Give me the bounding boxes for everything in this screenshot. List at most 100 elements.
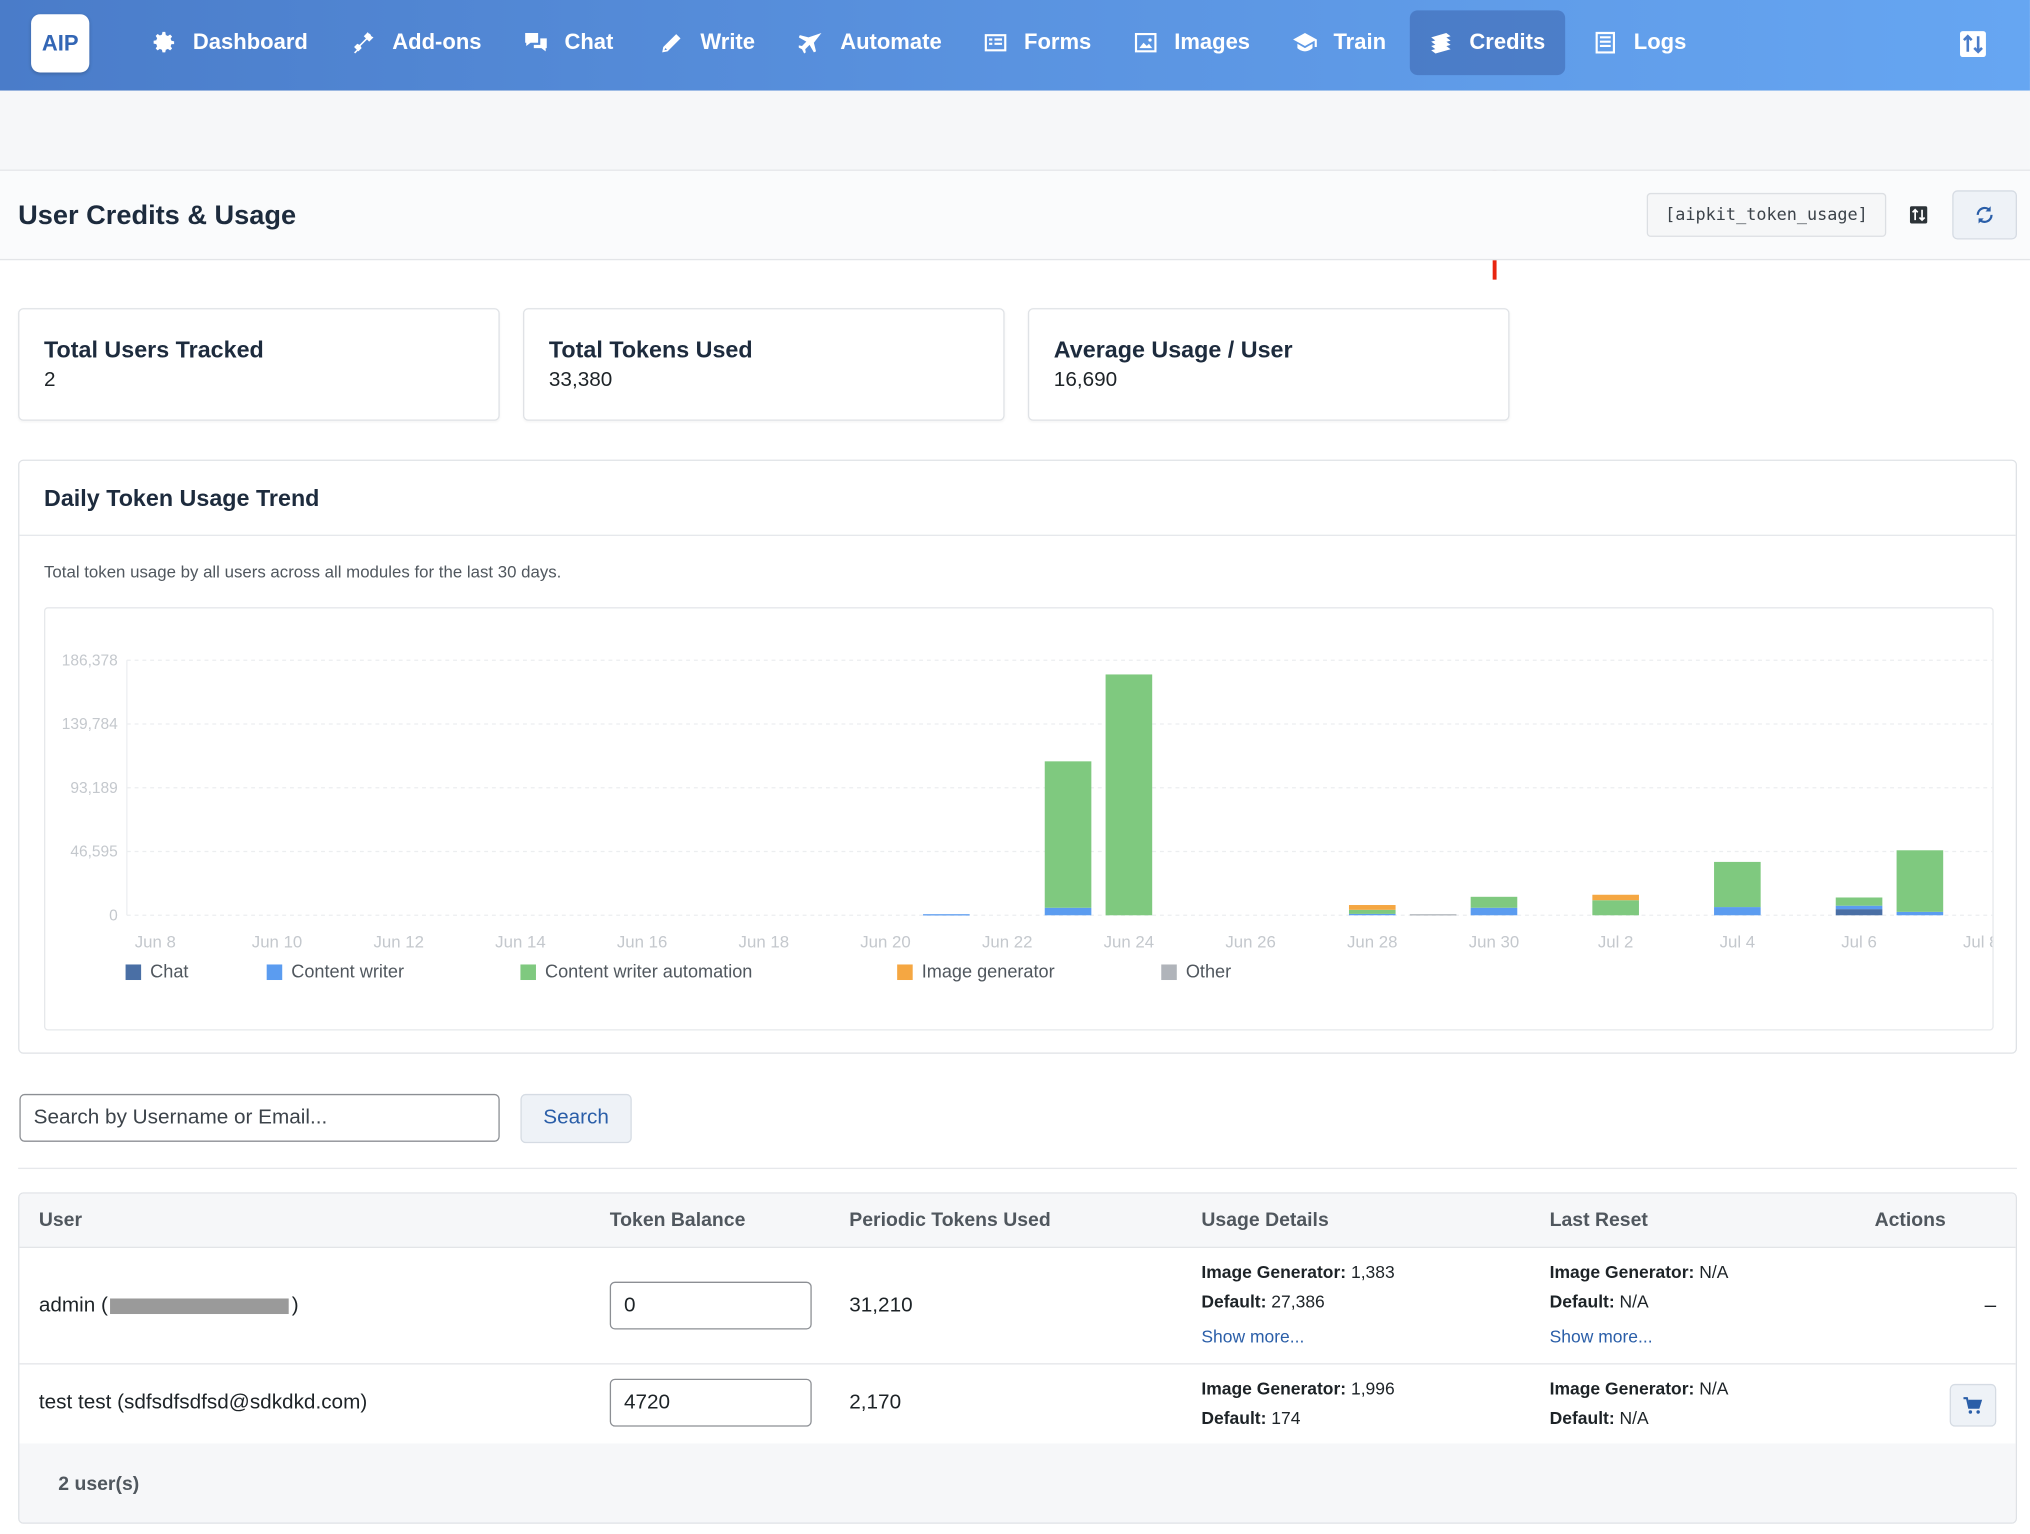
nav-automate[interactable]: Automate	[781, 10, 960, 75]
nav-label: Images	[1174, 29, 1251, 55]
bar-segment	[1470, 907, 1518, 916]
nav-label: Automate	[840, 29, 942, 55]
bar-segment	[1470, 896, 1518, 908]
user-cell: admin ()	[39, 1295, 299, 1318]
search-input[interactable]	[19, 1093, 500, 1142]
panel-header: Daily Token Usage Trend	[19, 461, 2016, 536]
bar-segment	[1835, 905, 1883, 910]
refresh-icon	[1976, 206, 1993, 224]
column-header-usage-details: Usage Details	[1201, 1209, 1329, 1232]
stat-value: 16,690	[1053, 368, 1118, 391]
bar-segment	[1105, 674, 1153, 916]
legend-label: Chat	[150, 961, 188, 981]
column-header-token-balance: Token Balance	[609, 1209, 746, 1232]
table-footer: 2 user(s)	[19, 1443, 2016, 1523]
y-tick-label: 139,784	[62, 716, 118, 733]
token-balance-input[interactable]	[609, 1378, 812, 1427]
user-cell: test test (sdfsdfsdfsd@sdkdkd.com)	[38, 1391, 368, 1414]
bar-segment	[1348, 905, 1396, 910]
nav-label: Write	[700, 29, 756, 55]
nav-train[interactable]: Train	[1274, 10, 1404, 75]
chat-bubbles-icon	[525, 33, 547, 52]
users-table: User Token Balance Periodic Tokens Used …	[18, 1192, 2017, 1524]
panel-description: Total token usage by all users across al…	[44, 561, 562, 582]
reset-line: Default: N/A	[1549, 1408, 1649, 1428]
reset-show-more-link[interactable]: Show more...	[1549, 1326, 1653, 1347]
x-tick-label: Jun 26	[1225, 933, 1275, 952]
plane-icon	[798, 33, 822, 54]
stat-value: 2	[44, 368, 56, 391]
money-stack-icon	[1431, 33, 1451, 54]
chart-container: 186,378 139,784 93,189 46,595 0 Jun 8 Jun 10 Ju…	[44, 607, 1998, 1031]
bar-segment	[1044, 761, 1092, 908]
table-header: User Token Balance Periodic Tokens Used …	[19, 1193, 2016, 1248]
stat-card-total-users: Total Users Tracked 2	[18, 308, 500, 421]
nav-dashboard[interactable]: Dashboard	[133, 10, 326, 75]
y-tick-label: 0	[109, 907, 118, 924]
usage-line: Image Generator: 1,383	[1201, 1262, 1395, 1282]
column-header-last-reset: Last Reset	[1549, 1209, 1648, 1232]
bar-segment	[923, 914, 970, 916]
column-header-periodic-tokens: Periodic Tokens Used	[849, 1209, 1051, 1232]
purchase-credits-button[interactable]	[1949, 1383, 1997, 1427]
nav-add-ons[interactable]: Add-ons	[333, 10, 500, 75]
x-tick-label: Jun 24	[1104, 933, 1154, 952]
table-row: admin () 31,210 Image Generator: 1,383 D…	[19, 1248, 2016, 1365]
x-tick-label: Jun 8	[135, 933, 176, 952]
stat-label: Total Users Tracked	[44, 336, 264, 363]
nav-credits[interactable]: Credits	[1409, 10, 1566, 76]
legend-label: Other	[1186, 961, 1231, 981]
list-icon	[1595, 31, 1616, 54]
x-tick-label: Jun 30	[1469, 933, 1519, 952]
x-tick-label: Jun 10	[252, 933, 302, 952]
x-tick-label: Jun 12	[373, 933, 423, 952]
periodic-tokens-value: 31,210	[849, 1294, 913, 1317]
legend-label: Content writer	[291, 961, 404, 981]
usage-show-more-link[interactable]: Show more...	[1201, 1326, 1305, 1347]
legend-swatch	[897, 964, 913, 981]
legend-label: Content writer automation	[545, 961, 752, 981]
user-name-end: )	[291, 1294, 299, 1317]
nav-logs[interactable]: Logs	[1574, 10, 1704, 75]
cart-icon	[1963, 1396, 1983, 1414]
stat-value: 33,380	[548, 368, 613, 391]
y-tick-label: 186,378	[62, 652, 118, 669]
nav-images[interactable]: Images	[1115, 10, 1269, 75]
pencil-icon	[662, 34, 681, 53]
nav-chat[interactable]: Chat	[505, 10, 632, 75]
reset-line: Image Generator: N/A	[1549, 1378, 1729, 1399]
x-tick-label: Jun 22	[982, 933, 1032, 952]
usage-line: Image Generator: 1,996	[1201, 1378, 1395, 1399]
search-button[interactable]: Search	[520, 1093, 632, 1144]
x-tick-label: Jul 8	[1963, 933, 1992, 952]
bar-segment	[1835, 909, 1883, 916]
x-tick-label: Jun 18	[739, 933, 789, 952]
x-tick-label: Jun 28	[1347, 933, 1397, 952]
nav-label: Forms	[1024, 29, 1092, 55]
nav-label: Train	[1333, 29, 1387, 55]
page-title: User Credits & Usage	[18, 200, 297, 231]
legend-swatch	[266, 964, 283, 981]
app-logo[interactable]: AIP	[31, 14, 90, 73]
nav-forms[interactable]: Forms	[964, 10, 1109, 75]
expand-icon[interactable]	[1908, 205, 1929, 226]
nav-write[interactable]: Write	[641, 10, 773, 75]
top-nav-bar: AIP Dashboard Add-ons Chat Write Automat…	[0, 0, 2030, 91]
bar-segment	[1896, 911, 1944, 916]
refresh-button[interactable]	[1952, 190, 2017, 240]
shortcode-display[interactable]: [aipkit_token_usage]	[1646, 192, 1887, 237]
reset-line: Image Generator: N/A	[1549, 1262, 1729, 1282]
expand-icon[interactable]	[1957, 28, 1988, 59]
stat-label: Average Usage / User	[1053, 336, 1293, 363]
last-reset-details: Image Generator: N/A Default: N/A	[1550, 1374, 1729, 1434]
bar-segment	[1896, 850, 1944, 912]
redacted-email	[110, 1298, 290, 1314]
column-header-user: User	[38, 1209, 83, 1232]
token-balance-input[interactable]	[609, 1281, 812, 1330]
bar-segment	[1348, 913, 1396, 916]
last-reset-details: Image Generator: N/A Default: N/A	[1550, 1257, 1729, 1317]
bar-segment	[1835, 897, 1883, 906]
nav-label: Logs	[1633, 29, 1687, 55]
column-header-actions: Actions	[1874, 1209, 1946, 1232]
bar-segment	[1592, 894, 1639, 901]
